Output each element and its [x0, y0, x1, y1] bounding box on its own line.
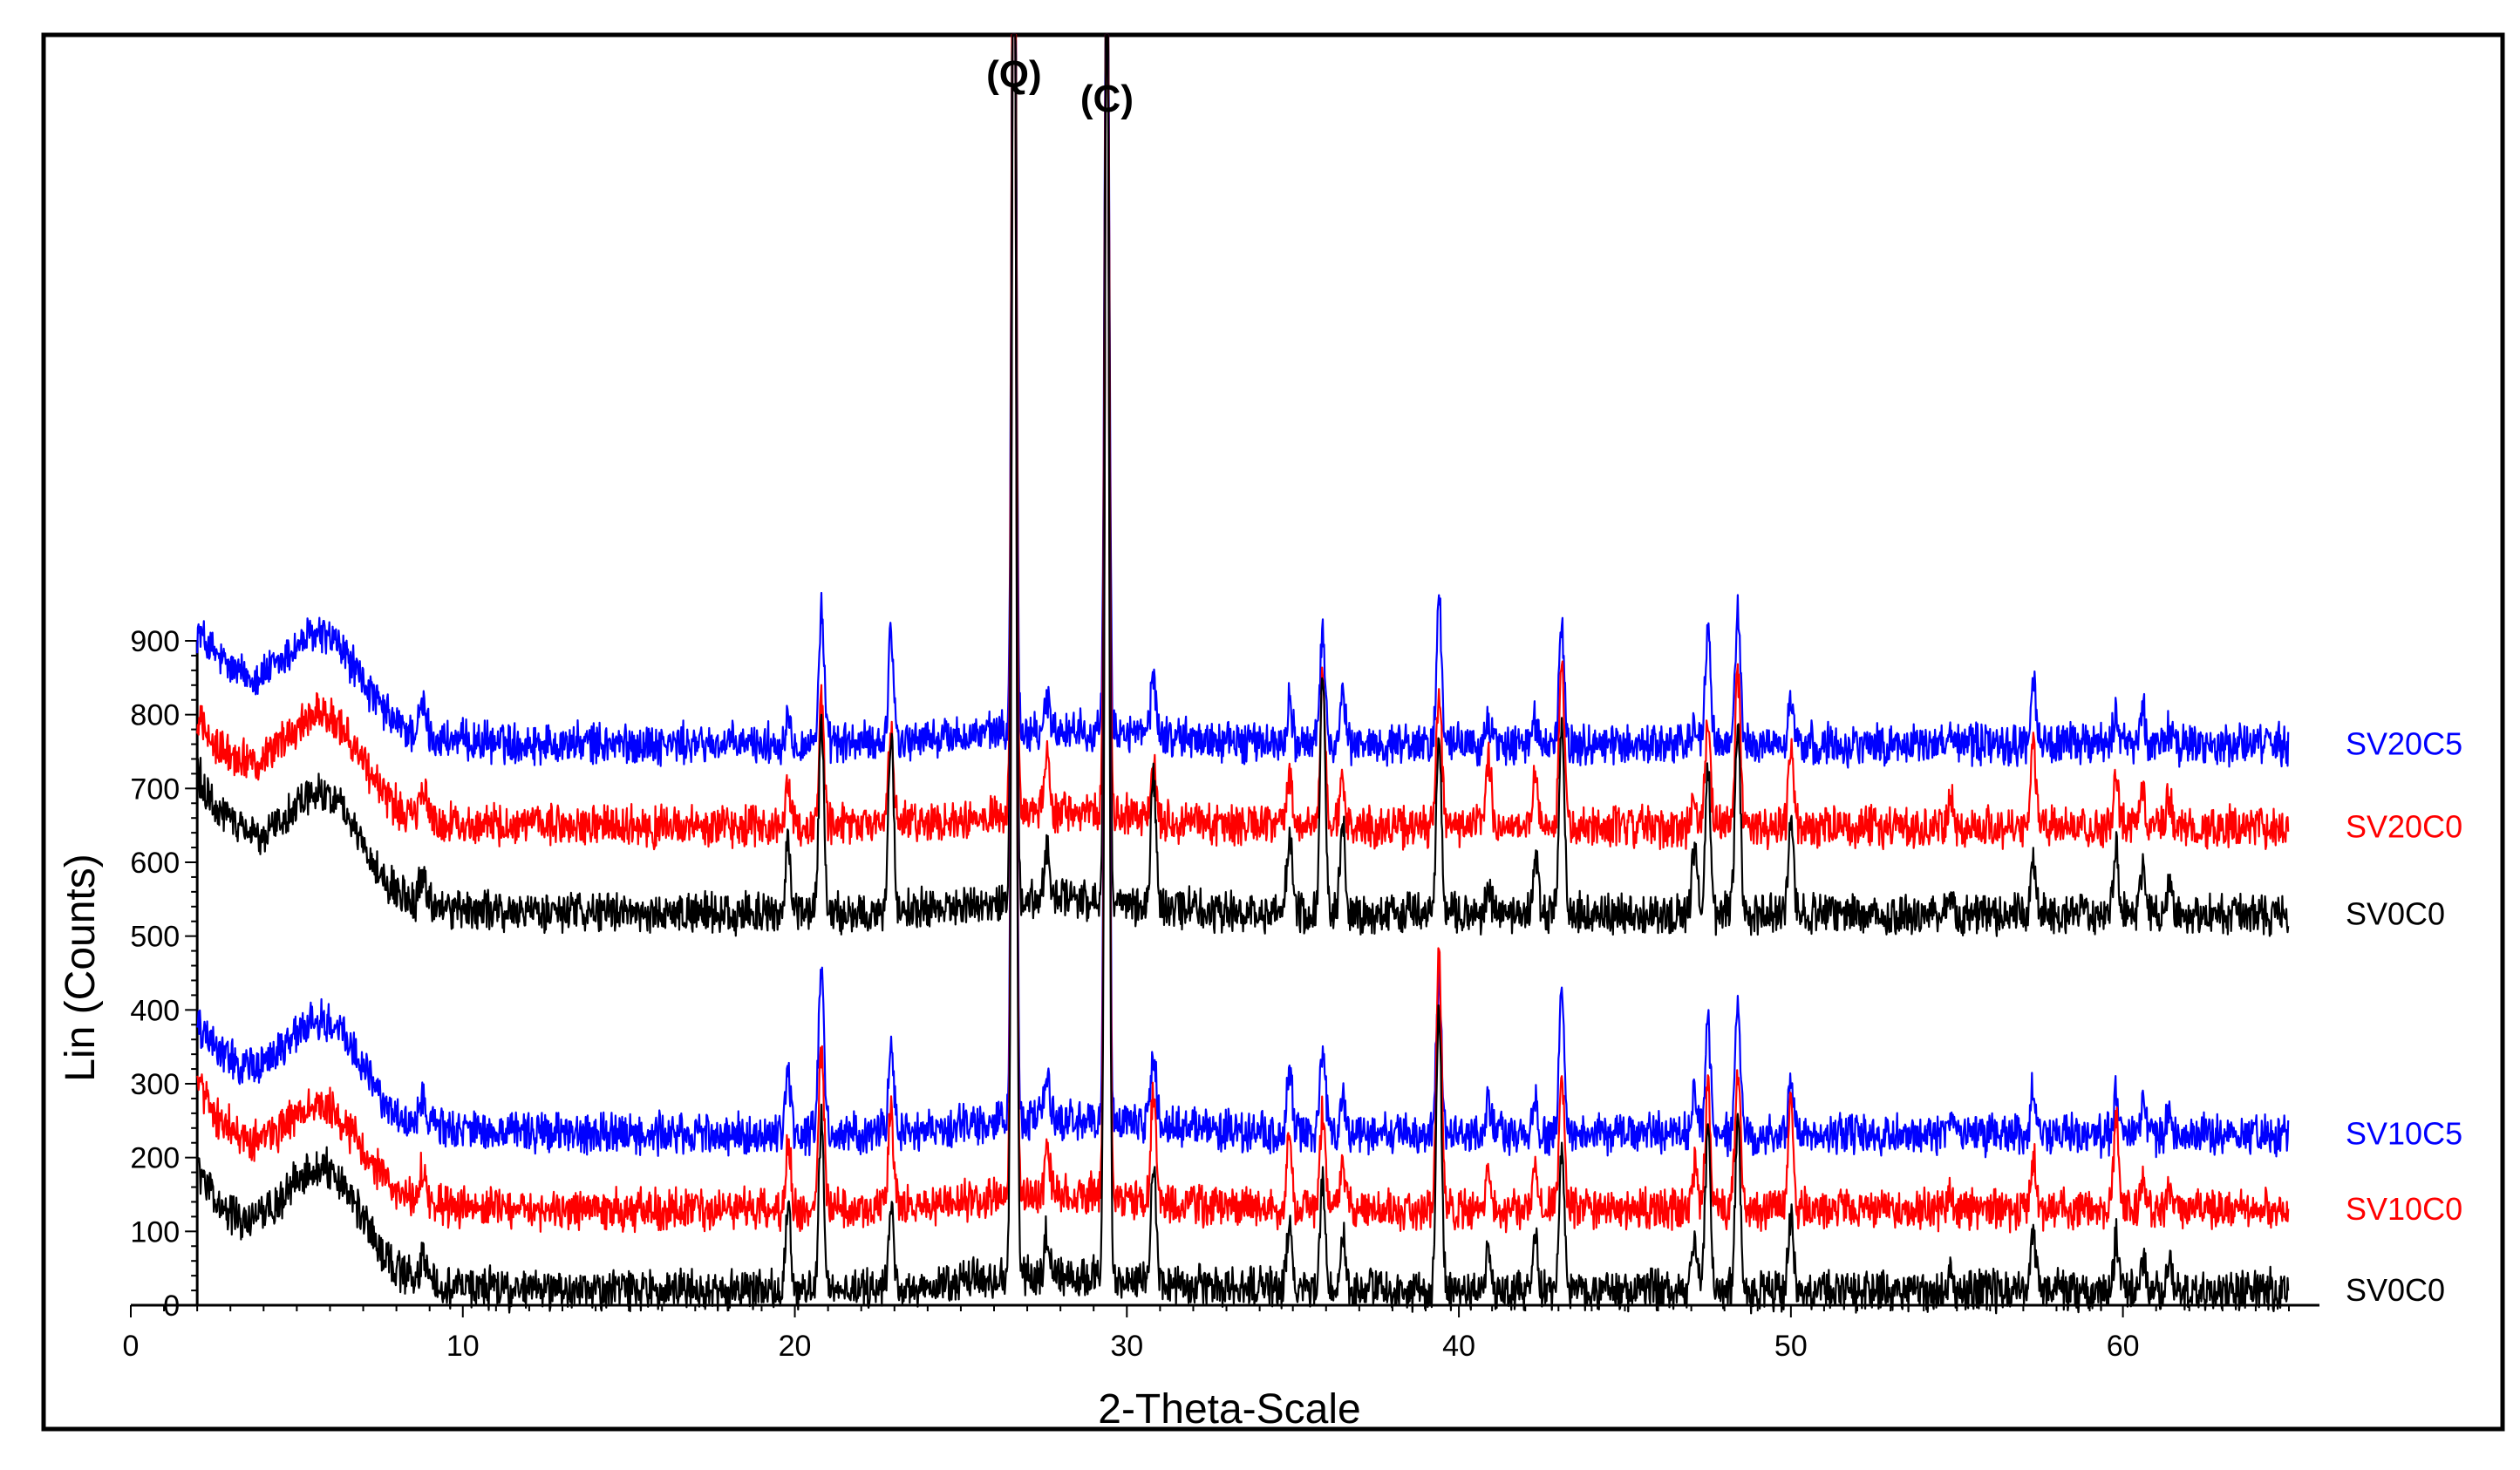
y-tick-label: 0: [163, 1290, 180, 1323]
traces: [196, 33, 2290, 1315]
x-tick-label: 20: [779, 1330, 812, 1363]
y-tick-label: 200: [130, 1142, 180, 1175]
series-label-sv20c0-1: SV20C0: [2346, 808, 2462, 844]
trace-sv10c0-4: [196, 33, 2290, 1234]
annotation-calcite: (C): [1080, 78, 1134, 120]
x-tick-label: 40: [1442, 1330, 1475, 1363]
x-tick-label: 50: [1774, 1330, 1808, 1363]
y-tick-label: 900: [130, 625, 180, 658]
x-tick-label: 30: [1110, 1330, 1143, 1363]
y-tick-label: 700: [130, 772, 180, 806]
trace-sv10c5-3: [196, 33, 2290, 1160]
series-label-sv10c5-3: SV10C5: [2346, 1116, 2462, 1152]
y-tick-label: 600: [130, 847, 180, 880]
trace-sv20c5-0: [196, 33, 2290, 769]
y-axis-label: Lin (Counts): [58, 854, 104, 1081]
y-tick-label: 800: [130, 699, 180, 732]
y-tick-label: 400: [130, 994, 180, 1027]
x-tick-label: 10: [446, 1330, 480, 1363]
series-labels: SV20C5 SV20C0 SV0C0 SV10C5 SV10C0 SV0C0: [2346, 726, 2462, 1309]
annotation-quartz: (Q): [986, 53, 1042, 96]
x-tick-label: 60: [2107, 1330, 2140, 1363]
x-tick-label: 0: [123, 1330, 140, 1363]
y-tick-label: 100: [130, 1215, 180, 1249]
y-tick-label: 300: [130, 1068, 180, 1101]
series-label-sv20c5-0: SV20C5: [2346, 726, 2462, 762]
series-label-sv10c0-4: SV10C0: [2346, 1191, 2462, 1227]
axes: 0 10 20 30 40 50 60010020030040050060070080090…: [123, 625, 2319, 1363]
trace-sv0c0-2: [196, 33, 2290, 937]
chart-frame: [41, 32, 2505, 1432]
x-axis-label: 2-Theta-Scale: [1098, 1386, 1360, 1433]
series-label-sv0c0-2: SV0C0: [2346, 895, 2445, 931]
y-tick-label: 500: [130, 921, 180, 954]
trace-sv0c0-5: [196, 33, 2290, 1315]
trace-sv20c0-1: [196, 33, 2290, 851]
series-label-sv0c0-5: SV0C0: [2346, 1272, 2445, 1308]
